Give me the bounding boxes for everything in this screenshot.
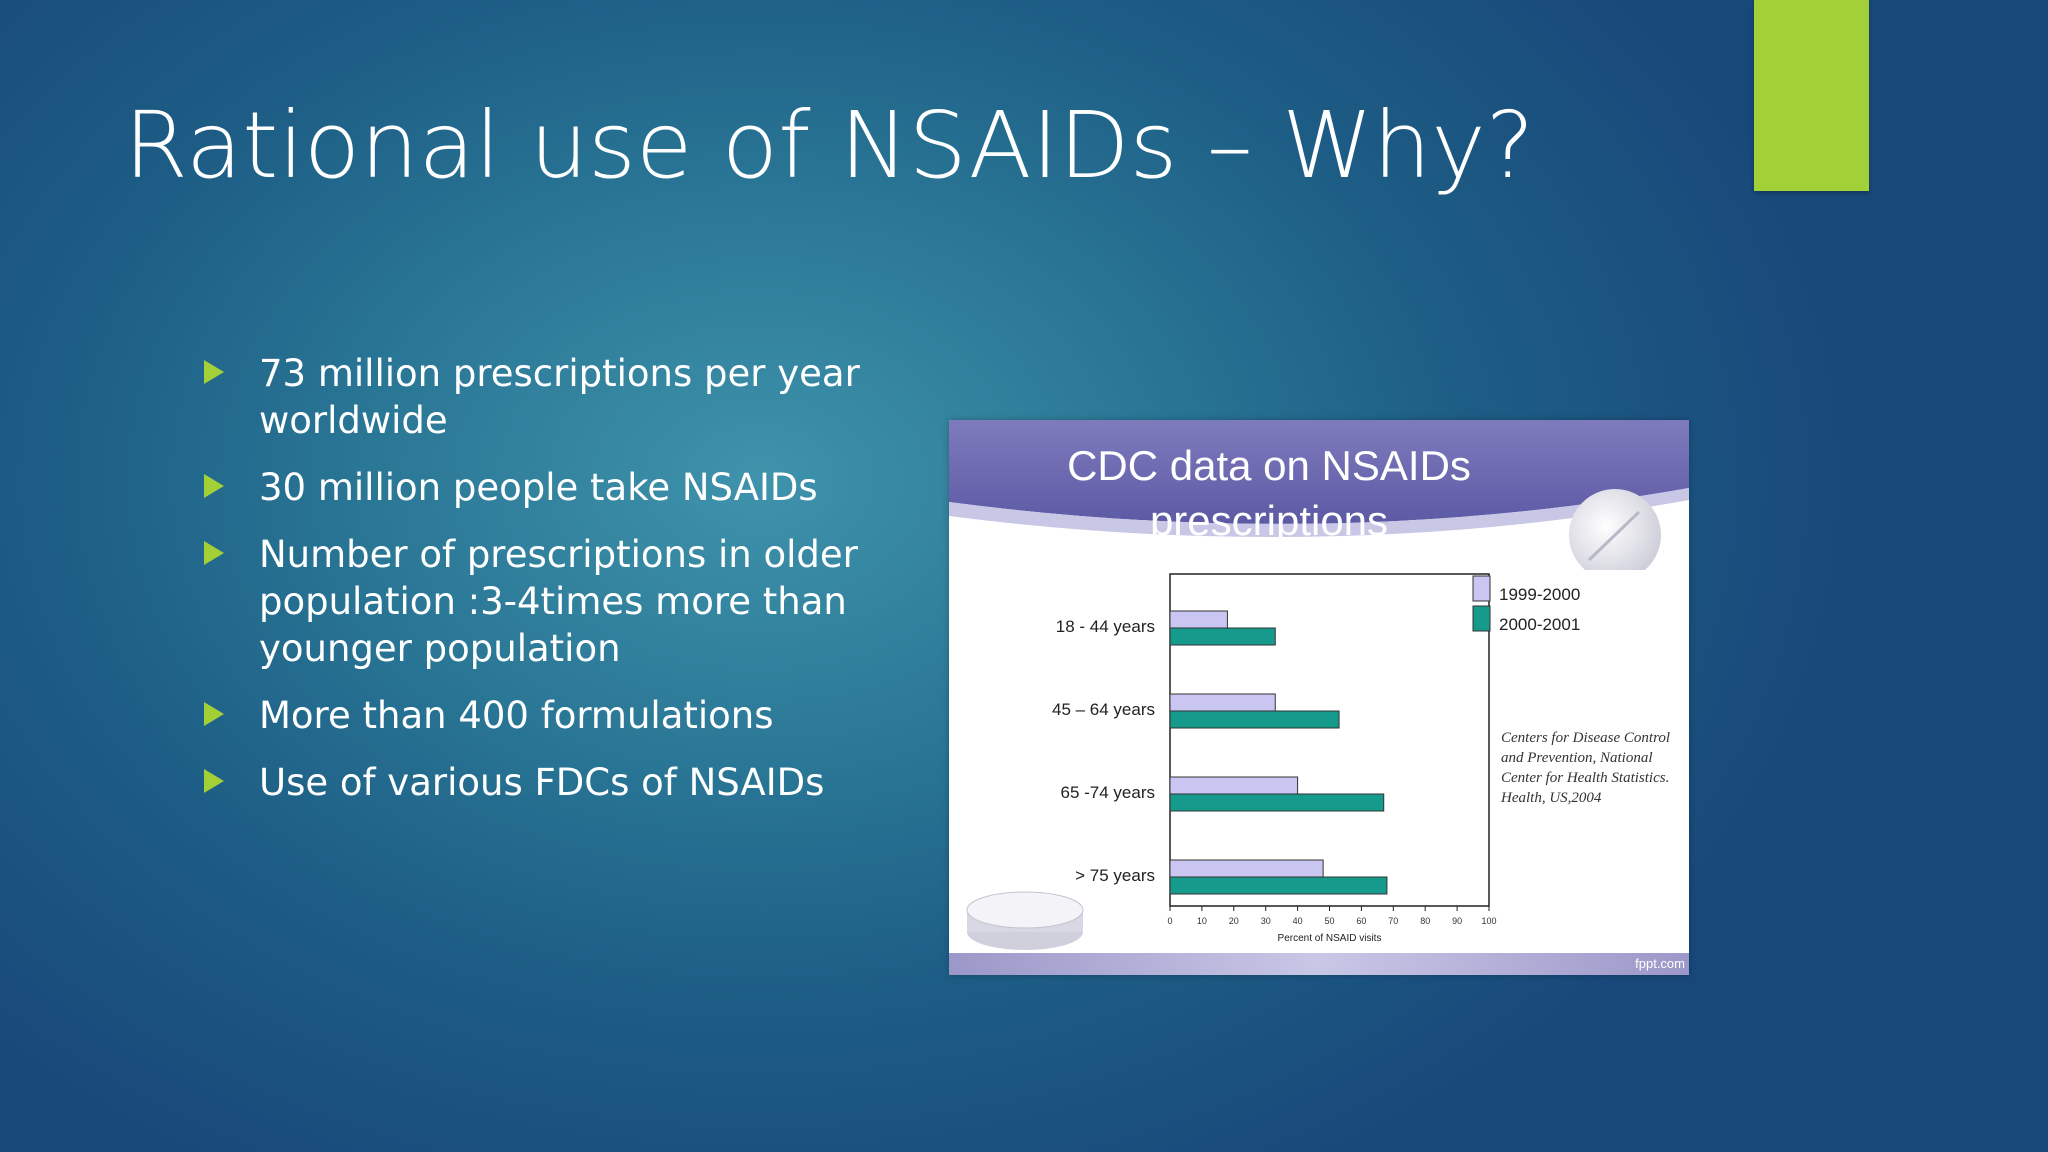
category-label: 45 – 64 years <box>1052 700 1155 719</box>
bar <box>1169 627 1276 646</box>
footer-credit: fppt.com <box>1635 956 1685 971</box>
bullet-text: Use of various FDCs of NSAIDs <box>259 761 825 804</box>
x-axis-label: Percent of NSAID visits <box>1278 933 1382 944</box>
chart-title: CDC data on NSAIDs prescriptions <box>1067 442 1471 544</box>
triangle-bullet-icon <box>204 360 224 384</box>
bar <box>1169 693 1276 712</box>
x-tick-label: 50 <box>1324 916 1334 926</box>
bullet-text: 73 million prescriptions per year worldw… <box>259 352 860 442</box>
legend-label: 1999-2000 <box>1499 585 1580 604</box>
x-tick-label: 40 <box>1293 916 1303 926</box>
bullet-text: More than 400 formulations <box>259 694 774 737</box>
bar <box>1169 793 1385 812</box>
x-tick-label: 70 <box>1388 916 1398 926</box>
triangle-bullet-icon <box>204 541 224 565</box>
chart-footer-bar: fppt.com <box>949 953 1689 975</box>
x-tick-label: 60 <box>1356 916 1366 926</box>
pill-icon <box>1569 489 1661 570</box>
bar <box>1169 876 1388 895</box>
accent-tab <box>1754 0 1869 191</box>
bar <box>1169 776 1299 795</box>
bar <box>1169 710 1340 729</box>
bar <box>1169 859 1324 878</box>
legend-label: 2000-2001 <box>1499 615 1580 634</box>
category-label: 65 -74 years <box>1061 783 1156 802</box>
tablet-icon <box>966 891 1084 950</box>
x-tick-label: 80 <box>1420 916 1430 926</box>
x-tick-label: 10 <box>1197 916 1207 926</box>
bullet-item: More than 400 formulations <box>200 692 900 739</box>
x-tick-label: 20 <box>1229 916 1239 926</box>
category-label: 18 - 44 years <box>1056 617 1155 636</box>
legend-swatch <box>1472 575 1491 602</box>
legend-swatch <box>1472 605 1491 632</box>
bullet-item: Use of various FDCs of NSAIDs <box>200 759 900 806</box>
bullet-text: Number of prescriptions in older populat… <box>259 533 858 670</box>
x-tick-label: 0 <box>1167 916 1172 926</box>
bar-chart: 0 10 20 30 40 50 60 70 80 90 100 Percent of NSAID v… <box>1052 573 1580 944</box>
chart-citation: Centers for Disease Control and Preventi… <box>1501 730 1671 806</box>
bullet-text: 30 million people take NSAIDs <box>259 466 818 509</box>
slide-title: Rational use of NSAIDs – Why? <box>124 92 1535 199</box>
x-tick-label: 30 <box>1261 916 1271 926</box>
bar <box>1169 610 1228 629</box>
bullet-item: 73 million prescriptions per year worldw… <box>200 350 900 444</box>
bullet-item: 30 million people take NSAIDs <box>200 464 900 511</box>
chart-header-banner <box>949 420 1689 570</box>
triangle-bullet-icon <box>204 702 224 726</box>
bullet-list: 73 million prescriptions per year worldw… <box>200 350 900 826</box>
category-label: > 75 years <box>1075 866 1155 885</box>
x-tick-label: 90 <box>1452 916 1462 926</box>
x-tick-label: 100 <box>1481 916 1496 926</box>
chart-image: CDC data on NSAIDs prescriptions 0 10 20 30… <box>949 420 1689 975</box>
bullet-item: Number of prescriptions in older populat… <box>200 531 900 672</box>
triangle-bullet-icon <box>204 769 224 793</box>
triangle-bullet-icon <box>204 474 224 498</box>
